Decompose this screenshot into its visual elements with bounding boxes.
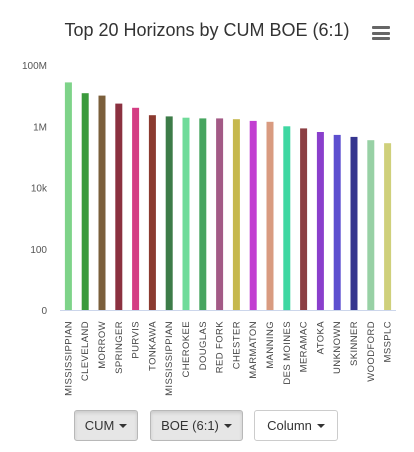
x-tick-label: CHEROKEE bbox=[181, 321, 192, 378]
y-tick-label: 10k bbox=[31, 184, 48, 195]
caret-down-icon bbox=[223, 423, 232, 428]
cum-dropdown-label: CUM bbox=[84, 418, 115, 433]
caret-down-icon bbox=[316, 423, 325, 428]
bar-mssplc[interactable] bbox=[384, 143, 392, 310]
x-tick-label: MANNING bbox=[265, 321, 276, 369]
boe-dropdown-button[interactable]: BOE (6:1) bbox=[150, 410, 243, 441]
y-tick-label: 0 bbox=[41, 306, 47, 317]
x-tick-label: CHESTER bbox=[231, 321, 242, 369]
x-tick-label: MISSISSIPPIAN bbox=[63, 321, 74, 396]
bar-marmaton[interactable] bbox=[249, 120, 257, 311]
x-tick-label: DOUGLAS bbox=[198, 321, 209, 370]
x-tick-label: RED FORK bbox=[215, 321, 226, 374]
bar-skinner[interactable] bbox=[350, 136, 358, 310]
bar-unknown[interactable] bbox=[333, 134, 341, 310]
hamburger-menu-icon[interactable] bbox=[372, 26, 390, 40]
x-tick-label: CLEVELAND bbox=[80, 321, 91, 381]
bar-red-fork[interactable] bbox=[216, 118, 224, 311]
y-tick-label: 100 bbox=[30, 245, 47, 256]
bar-meramac[interactable] bbox=[300, 128, 308, 310]
y-tick-label: 100M bbox=[22, 61, 47, 72]
chart-type-dropdown-label: Column bbox=[267, 418, 312, 433]
bar-chester[interactable] bbox=[232, 119, 240, 310]
bar-morrow[interactable] bbox=[98, 95, 106, 310]
bar-manning[interactable] bbox=[266, 121, 274, 310]
x-tick-label: SPRINGER bbox=[114, 321, 125, 374]
bar-cherokee[interactable] bbox=[182, 117, 190, 310]
bar-purvis[interactable] bbox=[132, 107, 140, 310]
x-tick-label: SKINNER bbox=[349, 321, 360, 366]
bar-des-moines[interactable] bbox=[283, 126, 291, 311]
x-tick-label: WOODFORD bbox=[366, 321, 377, 382]
x-tick-label: ATOKA bbox=[315, 321, 326, 355]
x-tick-label: PURVIS bbox=[131, 321, 142, 359]
boe-dropdown-label: BOE (6:1) bbox=[161, 418, 219, 433]
x-tick-label: MORROW bbox=[97, 321, 108, 369]
caret-down-icon bbox=[119, 423, 128, 428]
chart-title: Top 20 Horizons by CUM BOE (6:1) bbox=[64, 20, 350, 40]
chart-type-dropdown-button[interactable]: Column bbox=[254, 410, 338, 441]
bar-douglas[interactable] bbox=[199, 118, 207, 311]
x-tick-label: MERAMAC bbox=[299, 321, 310, 372]
bar-atoka[interactable] bbox=[316, 132, 324, 310]
chart-plot: 0 100 10k 1M 100M MISSISSIPPIAN CLEVELAND MORR… bbox=[22, 61, 396, 396]
x-tick-label: TONKAWA bbox=[147, 321, 158, 371]
x-tick-label: DES MOINES bbox=[282, 321, 293, 385]
bar-woodford[interactable] bbox=[367, 140, 375, 310]
y-tick-label: 1M bbox=[33, 122, 47, 133]
bar-cleveland[interactable] bbox=[81, 93, 89, 310]
x-tick-label: UNKNOWN bbox=[332, 321, 343, 374]
cum-dropdown-button[interactable]: CUM bbox=[74, 410, 138, 441]
x-tick-label: MISSISSIPPIAN bbox=[164, 321, 175, 396]
x-tick-label: MARMATON bbox=[248, 321, 259, 379]
bar-springer[interactable] bbox=[115, 103, 123, 310]
bar-tonkawa[interactable] bbox=[148, 115, 156, 310]
bar-mississippian[interactable] bbox=[165, 116, 173, 311]
x-tick-label: MSSPLC bbox=[383, 321, 394, 362]
bar-mississippian[interactable] bbox=[64, 82, 72, 311]
